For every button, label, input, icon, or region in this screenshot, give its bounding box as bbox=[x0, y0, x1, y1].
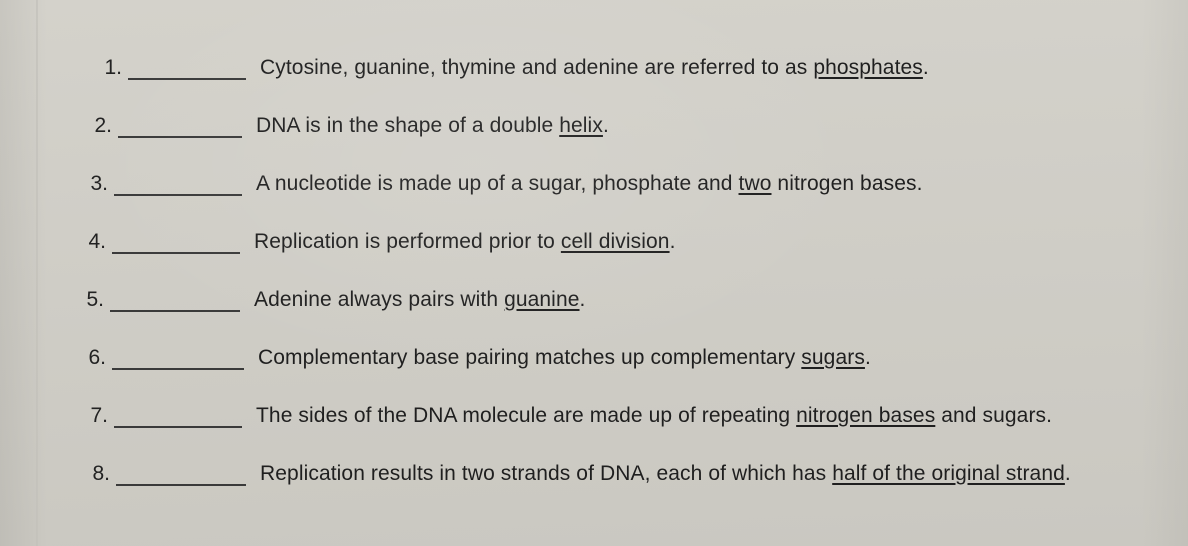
statement-text: Adenine always pairs with bbox=[254, 288, 504, 311]
question-row: 3. A nucleotide is made up of a sugar, p… bbox=[0, 144, 1188, 202]
question-row: 1. Cytosine, guanine, thymine and adenin… bbox=[0, 28, 1188, 86]
question-number: 8. bbox=[82, 462, 110, 492]
question-statement: Adenine always pairs with guanine. bbox=[254, 288, 585, 318]
statement-text: The sides of the DNA molecule are made u… bbox=[256, 404, 796, 427]
underlined-term: helix bbox=[559, 114, 603, 137]
statement-text: and sugars. bbox=[935, 404, 1052, 427]
question-row: 2. DNA is in the shape of a double helix… bbox=[0, 86, 1188, 144]
question-statement: Replication results in two strands of DN… bbox=[260, 462, 1071, 492]
statement-text: . bbox=[1065, 462, 1071, 485]
statement-text: . bbox=[580, 288, 586, 311]
question-number: 5. bbox=[76, 288, 104, 318]
answer-blank[interactable] bbox=[116, 464, 246, 486]
underlined-term: cell division bbox=[561, 230, 670, 253]
underlined-term: half of the original strand bbox=[832, 462, 1065, 485]
underlined-term: guanine bbox=[504, 288, 579, 311]
statement-text: . bbox=[670, 230, 676, 253]
underlined-term: phosphates bbox=[813, 56, 923, 79]
answer-blank[interactable] bbox=[118, 116, 242, 138]
statement-text: Replication is performed prior to bbox=[254, 230, 561, 253]
question-number: 2. bbox=[84, 114, 112, 144]
question-row: 5. Adenine always pairs with guanine. bbox=[0, 260, 1188, 318]
question-number: 7. bbox=[80, 404, 108, 434]
statement-text: Complementary base pairing matches up co… bbox=[258, 346, 801, 369]
statement-text: . bbox=[603, 114, 609, 137]
question-row: 8. Replication results in two strands of… bbox=[0, 434, 1188, 492]
worksheet-sheet: 1. Cytosine, guanine, thymine and adenin… bbox=[0, 0, 1188, 546]
question-number: 6. bbox=[78, 346, 106, 376]
answer-blank[interactable] bbox=[114, 406, 242, 428]
question-statement: Cytosine, guanine, thymine and adenine a… bbox=[260, 56, 929, 86]
question-number: 4. bbox=[78, 230, 106, 260]
underlined-term: sugars bbox=[801, 346, 865, 369]
answer-blank[interactable] bbox=[112, 348, 244, 370]
answer-blank[interactable] bbox=[110, 290, 240, 312]
answer-blank[interactable] bbox=[128, 58, 246, 80]
underlined-term: nitrogen bases bbox=[796, 404, 935, 427]
question-statement: Complementary base pairing matches up co… bbox=[258, 346, 871, 376]
question-statement: DNA is in the shape of a double helix. bbox=[256, 114, 609, 144]
statement-text: Replication results in two strands of DN… bbox=[260, 462, 832, 485]
question-statement: The sides of the DNA molecule are made u… bbox=[256, 404, 1052, 434]
question-statement: A nucleotide is made up of a sugar, phos… bbox=[256, 172, 923, 202]
question-row: 4. Replication is performed prior to cel… bbox=[0, 202, 1188, 260]
statement-text: . bbox=[865, 346, 871, 369]
question-row: 6. Complementary base pairing matches up… bbox=[0, 318, 1188, 376]
page-left-edge bbox=[36, 0, 38, 546]
statement-text: DNA is in the shape of a double bbox=[256, 114, 559, 137]
statement-text: A nucleotide is made up of a sugar, phos… bbox=[256, 172, 739, 195]
statement-text: Cytosine, guanine, thymine and adenine a… bbox=[260, 56, 813, 79]
answer-blank[interactable] bbox=[112, 232, 240, 254]
question-row: 7. The sides of the DNA molecule are mad… bbox=[0, 376, 1188, 434]
question-number: 1. bbox=[94, 56, 122, 86]
statement-text: . bbox=[923, 56, 929, 79]
question-number: 3. bbox=[80, 172, 108, 202]
statement-text: nitrogen bases. bbox=[772, 172, 923, 195]
question-statement: Replication is performed prior to cell d… bbox=[254, 230, 676, 260]
answer-blank[interactable] bbox=[114, 174, 242, 196]
underlined-term: two bbox=[739, 172, 772, 195]
